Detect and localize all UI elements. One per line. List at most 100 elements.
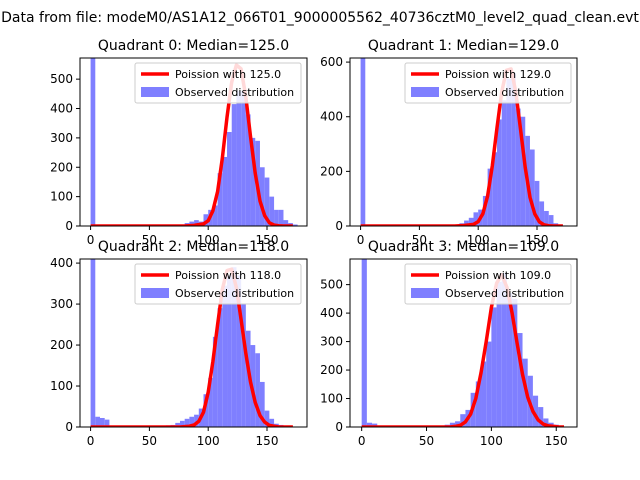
legend-label-poisson: Poission with 129.0 — [445, 68, 551, 81]
panel-title: Quadrant 2: Median=118.0 — [98, 239, 289, 255]
histogram-bar — [487, 168, 493, 226]
histogram-bar — [515, 108, 521, 226]
histogram-bar — [501, 100, 507, 226]
histogram-bar — [90, 259, 96, 427]
histogram-bar — [203, 394, 209, 427]
y-tick-label: 100 — [50, 190, 73, 204]
x-tick-label: 0 — [357, 233, 365, 247]
y-tick-label: 100 — [50, 379, 73, 393]
histogram-bar — [468, 217, 474, 226]
histogram-bar — [460, 414, 466, 427]
x-tick-label: 100 — [480, 434, 503, 448]
axes-frame — [349, 57, 578, 227]
histogram-bar — [179, 420, 185, 427]
histogram-bar — [543, 418, 549, 427]
panel-3: 0 50 100 150 0 100 200 300 400 500 Quadrant 3: Med… — [320, 239, 578, 448]
x-tick-label: 50 — [412, 233, 427, 247]
legend-label-observed: Observed distribution — [175, 287, 294, 300]
x-tick-label: 100 — [197, 434, 220, 448]
histogram-bar — [361, 259, 367, 427]
legend-label-observed: Observed distribution — [445, 86, 564, 99]
histogram-bar — [274, 209, 279, 226]
histogram-bar — [194, 414, 199, 427]
x-tick-label: 0 — [87, 233, 95, 247]
legend-label-observed: Observed distribution — [445, 287, 564, 300]
y-tick-label: 200 — [320, 363, 343, 377]
legend-box — [134, 263, 302, 305]
histogram-bar — [475, 381, 482, 427]
x-tick-label: 50 — [142, 434, 157, 448]
legend: Poission with 125.0 Observed distribution — [134, 62, 302, 104]
histogram-bar — [506, 293, 513, 427]
histogram-bar — [95, 416, 100, 427]
y-tick-label: 0 — [335, 219, 343, 233]
histogram-bar — [534, 180, 540, 226]
x-tick-label: 0 — [87, 434, 95, 448]
y-tick-label: 300 — [50, 131, 73, 145]
y-tick-label: 0 — [65, 420, 73, 434]
legend: Poission with 129.0 Observed distribution — [404, 62, 572, 104]
y-tick-label: 0 — [335, 420, 343, 434]
x-tick-label: 150 — [256, 434, 279, 448]
legend-box — [134, 62, 302, 104]
histogram-bar — [236, 275, 242, 427]
x-tick-label: 100 — [197, 233, 220, 247]
histogram-bar — [231, 104, 237, 226]
y-tick-label: 300 — [320, 335, 343, 349]
histogram-bar — [538, 407, 544, 427]
y-tick-label: 600 — [320, 55, 343, 69]
y-tick-label: 100 — [320, 392, 343, 406]
histogram-bar — [241, 90, 246, 226]
histogram-bar — [497, 119, 502, 226]
histogram-bar — [539, 201, 545, 226]
histogram-bar — [175, 422, 180, 427]
histogram-bar — [259, 381, 265, 427]
legend-bar-swatch — [411, 288, 439, 298]
legend-label-poisson: Poission with 109.0 — [445, 269, 551, 282]
histogram-bar — [222, 285, 228, 427]
histogram-bar — [269, 418, 275, 427]
histogram-bar — [366, 422, 373, 427]
histogram-bar — [217, 308, 223, 427]
panel-title: Quadrant 3: Median=109.0 — [368, 239, 559, 255]
histogram-bar — [264, 410, 270, 427]
y-tick-label: 0 — [65, 219, 73, 233]
panel-0: 0 50 100 150 0 100 200 300 400 500 Quadrant 0: Med… — [50, 38, 308, 247]
histogram-bar — [517, 333, 523, 427]
histogram-bar — [99, 417, 105, 427]
histogram-bar — [529, 149, 535, 226]
histogram-bar — [250, 137, 256, 226]
histogram-bar — [512, 298, 518, 427]
histogram-bar — [264, 177, 270, 226]
histogram-bar — [449, 422, 456, 427]
histogram-bar — [184, 418, 190, 427]
histogram-bar — [473, 212, 479, 226]
histogram-bar — [189, 221, 195, 226]
histogram-bar — [511, 73, 516, 226]
legend-box — [404, 263, 572, 305]
histogram-bar — [486, 341, 492, 427]
panel-title: Quadrant 0: Median=125.0 — [98, 38, 289, 54]
histogram-bar — [496, 281, 502, 427]
x-tick-label: 150 — [526, 233, 549, 247]
legend-bar-swatch — [141, 87, 169, 97]
histogram-bar — [464, 220, 469, 226]
histogram-bar — [212, 336, 218, 427]
histogram-bar — [104, 419, 110, 427]
y-tick-label: 400 — [50, 256, 73, 270]
figure-suptitle: Data from file: modeM0/AS1A12_066T01_900… — [1, 10, 639, 26]
panel-2: 0 50 100 150 0 100 200 300 400 Quadrant 2: Median… — [50, 239, 308, 448]
histogram-bar — [481, 361, 487, 427]
y-tick-label: 300 — [50, 297, 73, 311]
histogram-bar — [520, 116, 526, 226]
histogram-bar — [544, 210, 549, 226]
axes-frame — [79, 57, 308, 227]
legend-label-poisson: Poission with 118.0 — [175, 269, 281, 282]
legend-label-poisson: Poission with 125.0 — [175, 68, 281, 81]
histogram-bar — [278, 209, 284, 226]
histogram-bar — [506, 78, 512, 226]
x-tick-label: 0 — [358, 434, 366, 448]
y-tick-label: 500 — [50, 72, 73, 86]
plot-area-2 — [90, 259, 298, 427]
